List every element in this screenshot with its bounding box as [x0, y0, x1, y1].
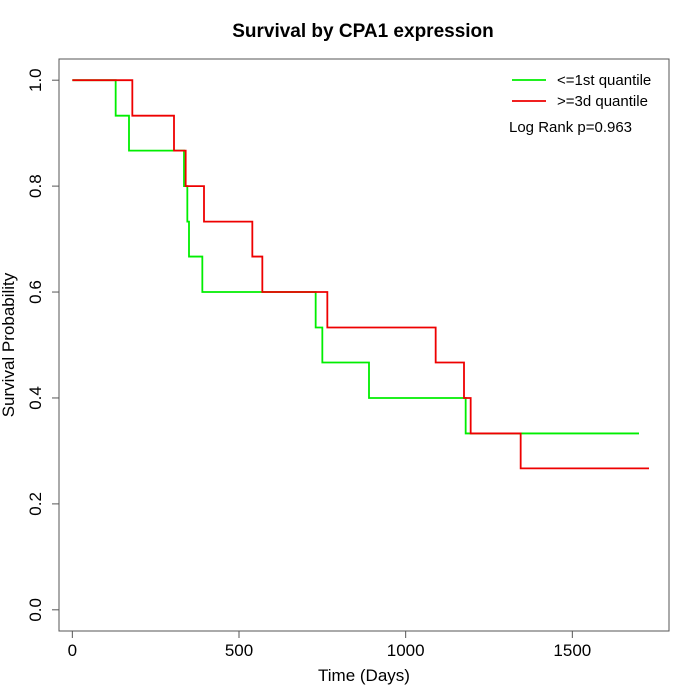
series-line-1 [72, 79, 639, 435]
y-tick-label: 1.0 [26, 68, 45, 92]
x-tick-label: 500 [225, 641, 253, 660]
legend-label-2: >=3d quantile [557, 93, 648, 110]
x-tick-label: 1000 [387, 641, 425, 660]
plot-frame [58, 58, 670, 632]
y-axis-label: Survival Probability [0, 272, 18, 417]
x-axis-label: Time (Days) [318, 666, 410, 685]
logrank-annotation: Log Rank p=0.963 [509, 119, 632, 136]
x-axis: 0 500 1000 1500 [68, 630, 591, 660]
y-axis: 0.0 0.2 0.4 0.6 0.8 1.0 [26, 68, 60, 622]
series-layer [72, 79, 649, 470]
series-line-2 [72, 79, 649, 470]
x-tick-label: 1500 [553, 641, 591, 660]
legend-label-1: <=1st quantile [557, 72, 651, 89]
legend: <=1st quantile >=3d quantile [512, 72, 651, 110]
y-tick-label: 0.0 [26, 598, 45, 622]
x-tick-label: 0 [68, 641, 77, 660]
y-tick-label: 0.2 [26, 492, 45, 516]
y-tick-label: 0.8 [26, 174, 45, 198]
y-tick-label: 0.4 [26, 386, 45, 410]
y-tick-label: 0.6 [26, 280, 45, 304]
chart-title: Survival by CPA1 expression [232, 21, 494, 42]
